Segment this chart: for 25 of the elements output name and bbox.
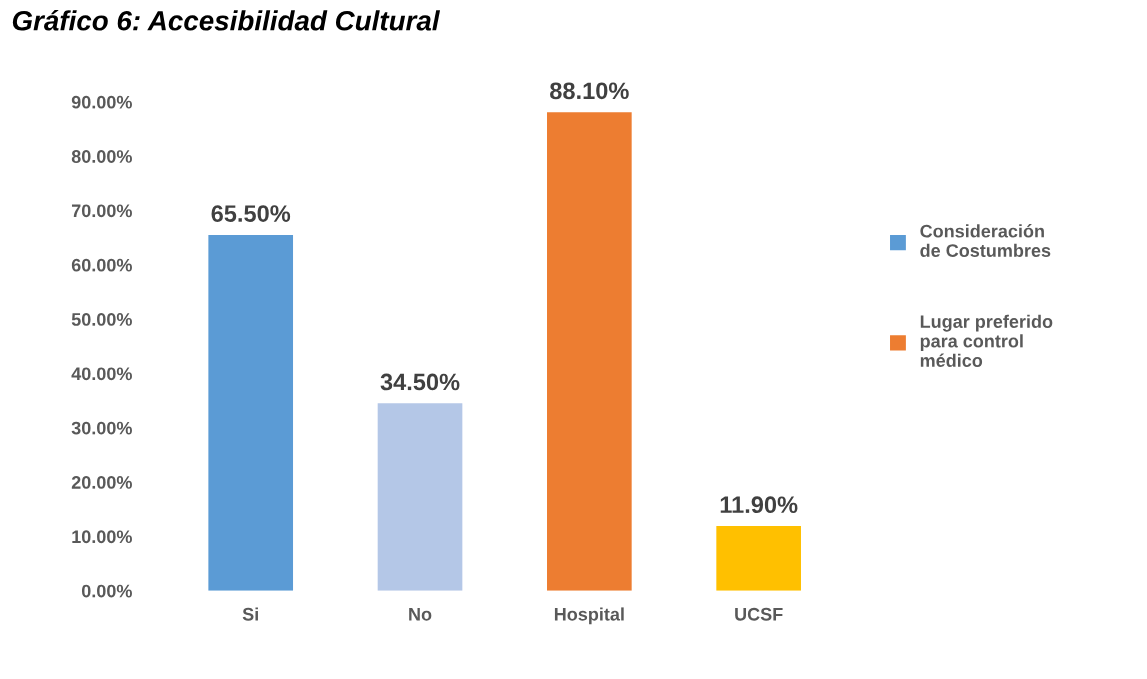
y-tick-label: 40.00%	[71, 367, 132, 381]
y-tick-label: 50.00%	[71, 313, 132, 326]
bar	[716, 526, 801, 591]
y-tick-label: 70.00%	[71, 204, 132, 218]
x-tick-label: Si	[242, 607, 258, 621]
data-label: 65.50%	[211, 205, 291, 222]
y-tick-label: 60.00%	[71, 258, 132, 272]
y-tick-label: 80.00%	[71, 150, 132, 163]
bar	[208, 234, 294, 591]
legend-label: Consideración de Costumbres	[920, 224, 1051, 257]
y-tick-label: 0.00%	[81, 584, 132, 598]
y-tick-label: 30.00%	[71, 421, 132, 435]
legend-label: Lugar preferido para control médico	[920, 314, 1053, 367]
bar	[547, 112, 632, 591]
y-tick-label: 90.00%	[71, 95, 132, 109]
chart-title: Gráfico 6: Accesibilidad Cultural	[12, 9, 441, 31]
bar	[377, 403, 463, 591]
x-tick-label: UCSF	[735, 607, 783, 621]
data-label: 11.90%	[720, 496, 798, 514]
y-tick-label: 10.00%	[72, 530, 132, 544]
x-tick-label: Hospital	[554, 607, 624, 625]
y-tick-label: 20.00%	[71, 476, 132, 489]
data-label: 34.50%	[380, 373, 460, 391]
data-label: 88.10%	[550, 82, 629, 100]
x-tick-label: No	[409, 608, 432, 621]
